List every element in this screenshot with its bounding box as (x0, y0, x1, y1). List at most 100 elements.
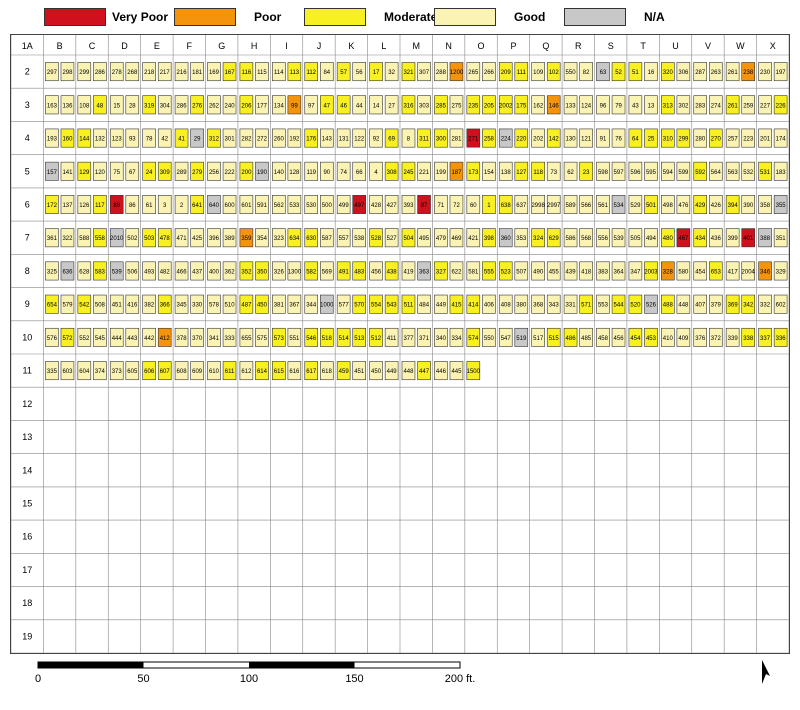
plot-number: 550 (484, 336, 495, 342)
plot-number: 126 (79, 203, 90, 209)
plot-number: 562 (274, 203, 285, 209)
row-header: 8 (25, 266, 30, 276)
plot-number: 546 (306, 336, 317, 342)
plot-marker (369, 327, 383, 347)
plot-marker (109, 161, 124, 181)
plot-number: 547 (501, 336, 512, 342)
plot-number: 495 (419, 236, 430, 242)
plot-number: 484 (419, 303, 430, 309)
plot-marker (77, 62, 92, 82)
plot-marker (773, 228, 788, 248)
plot-marker (482, 95, 496, 115)
plot-number: 419 (403, 269, 414, 275)
plot-number: 332 (760, 303, 771, 309)
plot-marker (596, 195, 610, 214)
plot-marker (725, 294, 740, 314)
plot-marker (628, 195, 643, 214)
plot-marker (109, 327, 124, 347)
very-poor-label: Very Poor (112, 10, 169, 24)
plot-marker (336, 161, 351, 181)
scale-tick-label: 150 (345, 673, 363, 685)
plot-marker (336, 195, 351, 214)
plot-marker (661, 261, 675, 281)
plot-number: 142 (549, 137, 560, 143)
scale-segment (38, 662, 144, 668)
plot-number: 227 (760, 103, 771, 109)
plot-marker (60, 195, 75, 214)
plot-marker (142, 294, 156, 314)
plot-number: 28 (129, 103, 136, 109)
plot-marker (320, 62, 334, 82)
scale-bar: 0 50 100 150 200 ft. (10, 658, 790, 710)
plot-number: 587 (322, 236, 333, 242)
plot-marker (352, 228, 366, 248)
plot-marker (661, 161, 675, 181)
plot-number: 614 (257, 369, 268, 375)
plot-marker (304, 195, 319, 214)
plot-number: 310 (663, 137, 674, 143)
plot-marker (384, 361, 399, 381)
plot-marker (222, 261, 237, 281)
plot-marker (498, 228, 513, 248)
plot-marker (207, 161, 221, 181)
plot-marker (741, 161, 755, 181)
plot-number: 467 (678, 236, 689, 242)
plot-number: 326 (274, 269, 285, 275)
plot-number: 115 (257, 70, 267, 76)
plot-number: 654 (47, 303, 58, 309)
row-header: 7 (25, 233, 30, 243)
plot-marker (741, 228, 755, 248)
plot-number: 339 (728, 336, 739, 342)
plot-marker (628, 294, 643, 314)
plot-number: 469 (451, 236, 462, 242)
plot-number: 599 (678, 170, 689, 176)
plot-number: 260 (274, 137, 285, 143)
plot-marker (611, 62, 626, 82)
plot-number: 399 (728, 236, 739, 242)
plot-marker (676, 62, 691, 82)
plot-number: 539 (112, 269, 123, 275)
plot-number: 421 (468, 236, 479, 242)
plot-marker (304, 261, 319, 281)
plot-marker (514, 62, 529, 82)
plot-marker (482, 161, 496, 181)
plot-number: 653 (711, 269, 722, 275)
plot-number: 32 (388, 70, 395, 76)
plot-marker (125, 128, 140, 148)
plot-marker (563, 62, 578, 82)
plot-number: 287 (695, 70, 706, 76)
plot-marker (142, 361, 156, 381)
plot-marker (320, 128, 334, 148)
plot-number: 75 (113, 170, 120, 176)
plot-marker (190, 62, 204, 82)
plot-number: 43 (632, 103, 639, 109)
column-header: L (381, 41, 386, 51)
scale-tick-label: 200 ft. (445, 673, 476, 685)
plot-marker (449, 261, 464, 281)
plot-number: 379 (711, 303, 722, 309)
plot-number: 160 (62, 137, 73, 143)
plot-marker (207, 361, 221, 381)
plot-number: 563 (728, 170, 739, 176)
plot-number: 1000 (320, 303, 334, 309)
plot-marker (352, 62, 366, 82)
plot-marker (434, 128, 448, 148)
plot-marker (222, 161, 237, 181)
plot-marker (466, 62, 481, 82)
column-header: M (412, 41, 420, 51)
plot-number: 42 (161, 137, 168, 143)
plot-number: 86 (129, 203, 136, 209)
plot-number: 454 (695, 269, 706, 275)
plot-marker (596, 228, 610, 248)
plot-marker (60, 261, 75, 281)
plot-marker (45, 161, 59, 181)
column-header: D (121, 41, 128, 51)
plot-number: 2997 (547, 203, 561, 209)
plot-marker (45, 128, 59, 148)
plot-marker (628, 161, 643, 181)
plot-number: 340 (436, 336, 447, 342)
plot-number: 304 (160, 103, 171, 109)
plot-number: 445 (451, 369, 462, 375)
plot-number: 190 (257, 170, 268, 176)
plot-marker (45, 228, 59, 248)
